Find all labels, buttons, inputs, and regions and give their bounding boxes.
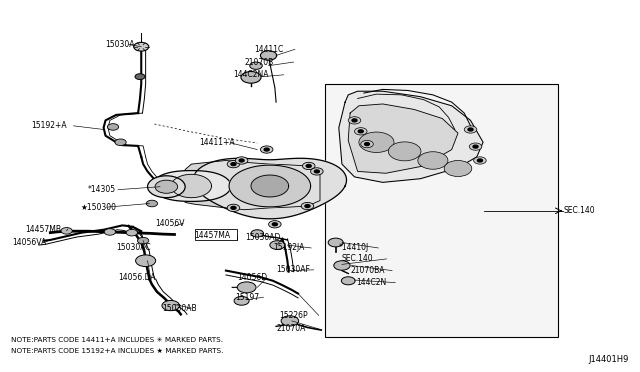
Text: 14411C: 14411C: [254, 45, 284, 54]
Circle shape: [301, 202, 314, 210]
Circle shape: [310, 168, 323, 175]
Circle shape: [236, 157, 248, 164]
Circle shape: [477, 159, 483, 162]
Circle shape: [355, 128, 367, 135]
Circle shape: [469, 143, 482, 150]
Circle shape: [134, 42, 148, 51]
Text: 21070BA: 21070BA: [350, 266, 385, 275]
Circle shape: [464, 126, 477, 133]
Circle shape: [281, 316, 299, 326]
Circle shape: [348, 117, 361, 124]
Text: J14401H9: J14401H9: [588, 355, 628, 364]
Circle shape: [314, 170, 319, 173]
Polygon shape: [193, 158, 346, 219]
Circle shape: [227, 160, 240, 168]
Circle shape: [115, 139, 126, 145]
Circle shape: [306, 164, 311, 167]
Circle shape: [328, 238, 343, 247]
Circle shape: [231, 206, 236, 209]
Text: 14457MB: 14457MB: [25, 225, 61, 234]
Circle shape: [147, 200, 157, 207]
Text: 15030AD: 15030AD: [244, 233, 280, 242]
Text: NOTE:PARTS CODE 15192+A INCLUDES ★ MARKED PARTS.: NOTE:PARTS CODE 15192+A INCLUDES ★ MARKE…: [12, 348, 224, 354]
Circle shape: [473, 145, 478, 148]
Text: 15192JA: 15192JA: [273, 244, 305, 253]
Text: *14305: *14305: [88, 185, 116, 194]
Circle shape: [155, 180, 178, 193]
Circle shape: [359, 132, 394, 153]
Polygon shape: [348, 104, 458, 173]
Polygon shape: [339, 91, 483, 182]
Circle shape: [444, 160, 472, 177]
Text: 15030AF: 15030AF: [276, 265, 310, 274]
Bar: [325, 84, 558, 337]
Text: 15197: 15197: [236, 293, 259, 302]
Text: 144C2N: 144C2N: [356, 278, 387, 287]
Circle shape: [358, 130, 364, 133]
Text: 144C2NA: 144C2NA: [234, 70, 269, 79]
Text: 15030AB: 15030AB: [162, 304, 196, 312]
Polygon shape: [185, 160, 320, 210]
Circle shape: [418, 152, 448, 169]
Circle shape: [334, 261, 350, 270]
Text: ★150300: ★150300: [81, 203, 116, 212]
Circle shape: [138, 237, 148, 244]
Text: SEC.140: SEC.140: [563, 206, 595, 215]
Text: 14056.DA: 14056.DA: [118, 273, 156, 282]
Text: NOTE:PARTS CODE 14411+A INCLUDES ✳ MARKED PARTS.: NOTE:PARTS CODE 14411+A INCLUDES ✳ MARKE…: [12, 337, 223, 343]
Text: 14056V: 14056V: [156, 219, 185, 228]
Circle shape: [251, 230, 264, 237]
Text: 15192+A: 15192+A: [31, 121, 67, 130]
Circle shape: [305, 205, 310, 208]
Circle shape: [239, 159, 244, 162]
Circle shape: [269, 221, 281, 228]
Text: 21070B: 21070B: [244, 58, 274, 67]
Circle shape: [234, 296, 249, 305]
Circle shape: [108, 124, 118, 130]
Text: 15226P: 15226P: [279, 311, 308, 320]
Circle shape: [126, 230, 138, 236]
Text: 21070A: 21070A: [276, 324, 305, 333]
Circle shape: [474, 157, 486, 164]
Polygon shape: [251, 175, 289, 197]
Text: 14056VA: 14056VA: [13, 238, 47, 247]
Circle shape: [260, 146, 273, 153]
Circle shape: [241, 71, 261, 83]
Text: SEC.140: SEC.140: [342, 254, 374, 263]
Circle shape: [273, 223, 277, 226]
Circle shape: [237, 282, 256, 293]
Circle shape: [231, 163, 236, 166]
Circle shape: [388, 142, 421, 161]
Polygon shape: [229, 165, 310, 207]
Circle shape: [104, 229, 116, 235]
Circle shape: [341, 277, 355, 285]
Text: 14457MA: 14457MA: [195, 231, 230, 240]
Circle shape: [365, 142, 369, 145]
Circle shape: [260, 51, 276, 60]
Text: 15030A: 15030A: [106, 40, 135, 49]
Circle shape: [61, 228, 72, 234]
Text: 14411+A: 14411+A: [200, 138, 236, 147]
Polygon shape: [152, 171, 231, 201]
Circle shape: [250, 62, 262, 69]
Circle shape: [303, 162, 315, 170]
Circle shape: [361, 141, 373, 148]
Circle shape: [162, 301, 179, 311]
Circle shape: [135, 74, 145, 80]
Circle shape: [352, 119, 357, 122]
Circle shape: [468, 128, 473, 131]
Circle shape: [264, 148, 269, 151]
Bar: [195, 229, 237, 240]
Circle shape: [270, 241, 285, 250]
Polygon shape: [172, 174, 211, 198]
Circle shape: [147, 176, 185, 198]
Text: 15030AC: 15030AC: [116, 243, 151, 252]
Text: 14056D: 14056D: [237, 273, 268, 282]
Circle shape: [227, 204, 240, 212]
Circle shape: [136, 255, 156, 267]
Text: *14410J: *14410J: [339, 244, 369, 253]
